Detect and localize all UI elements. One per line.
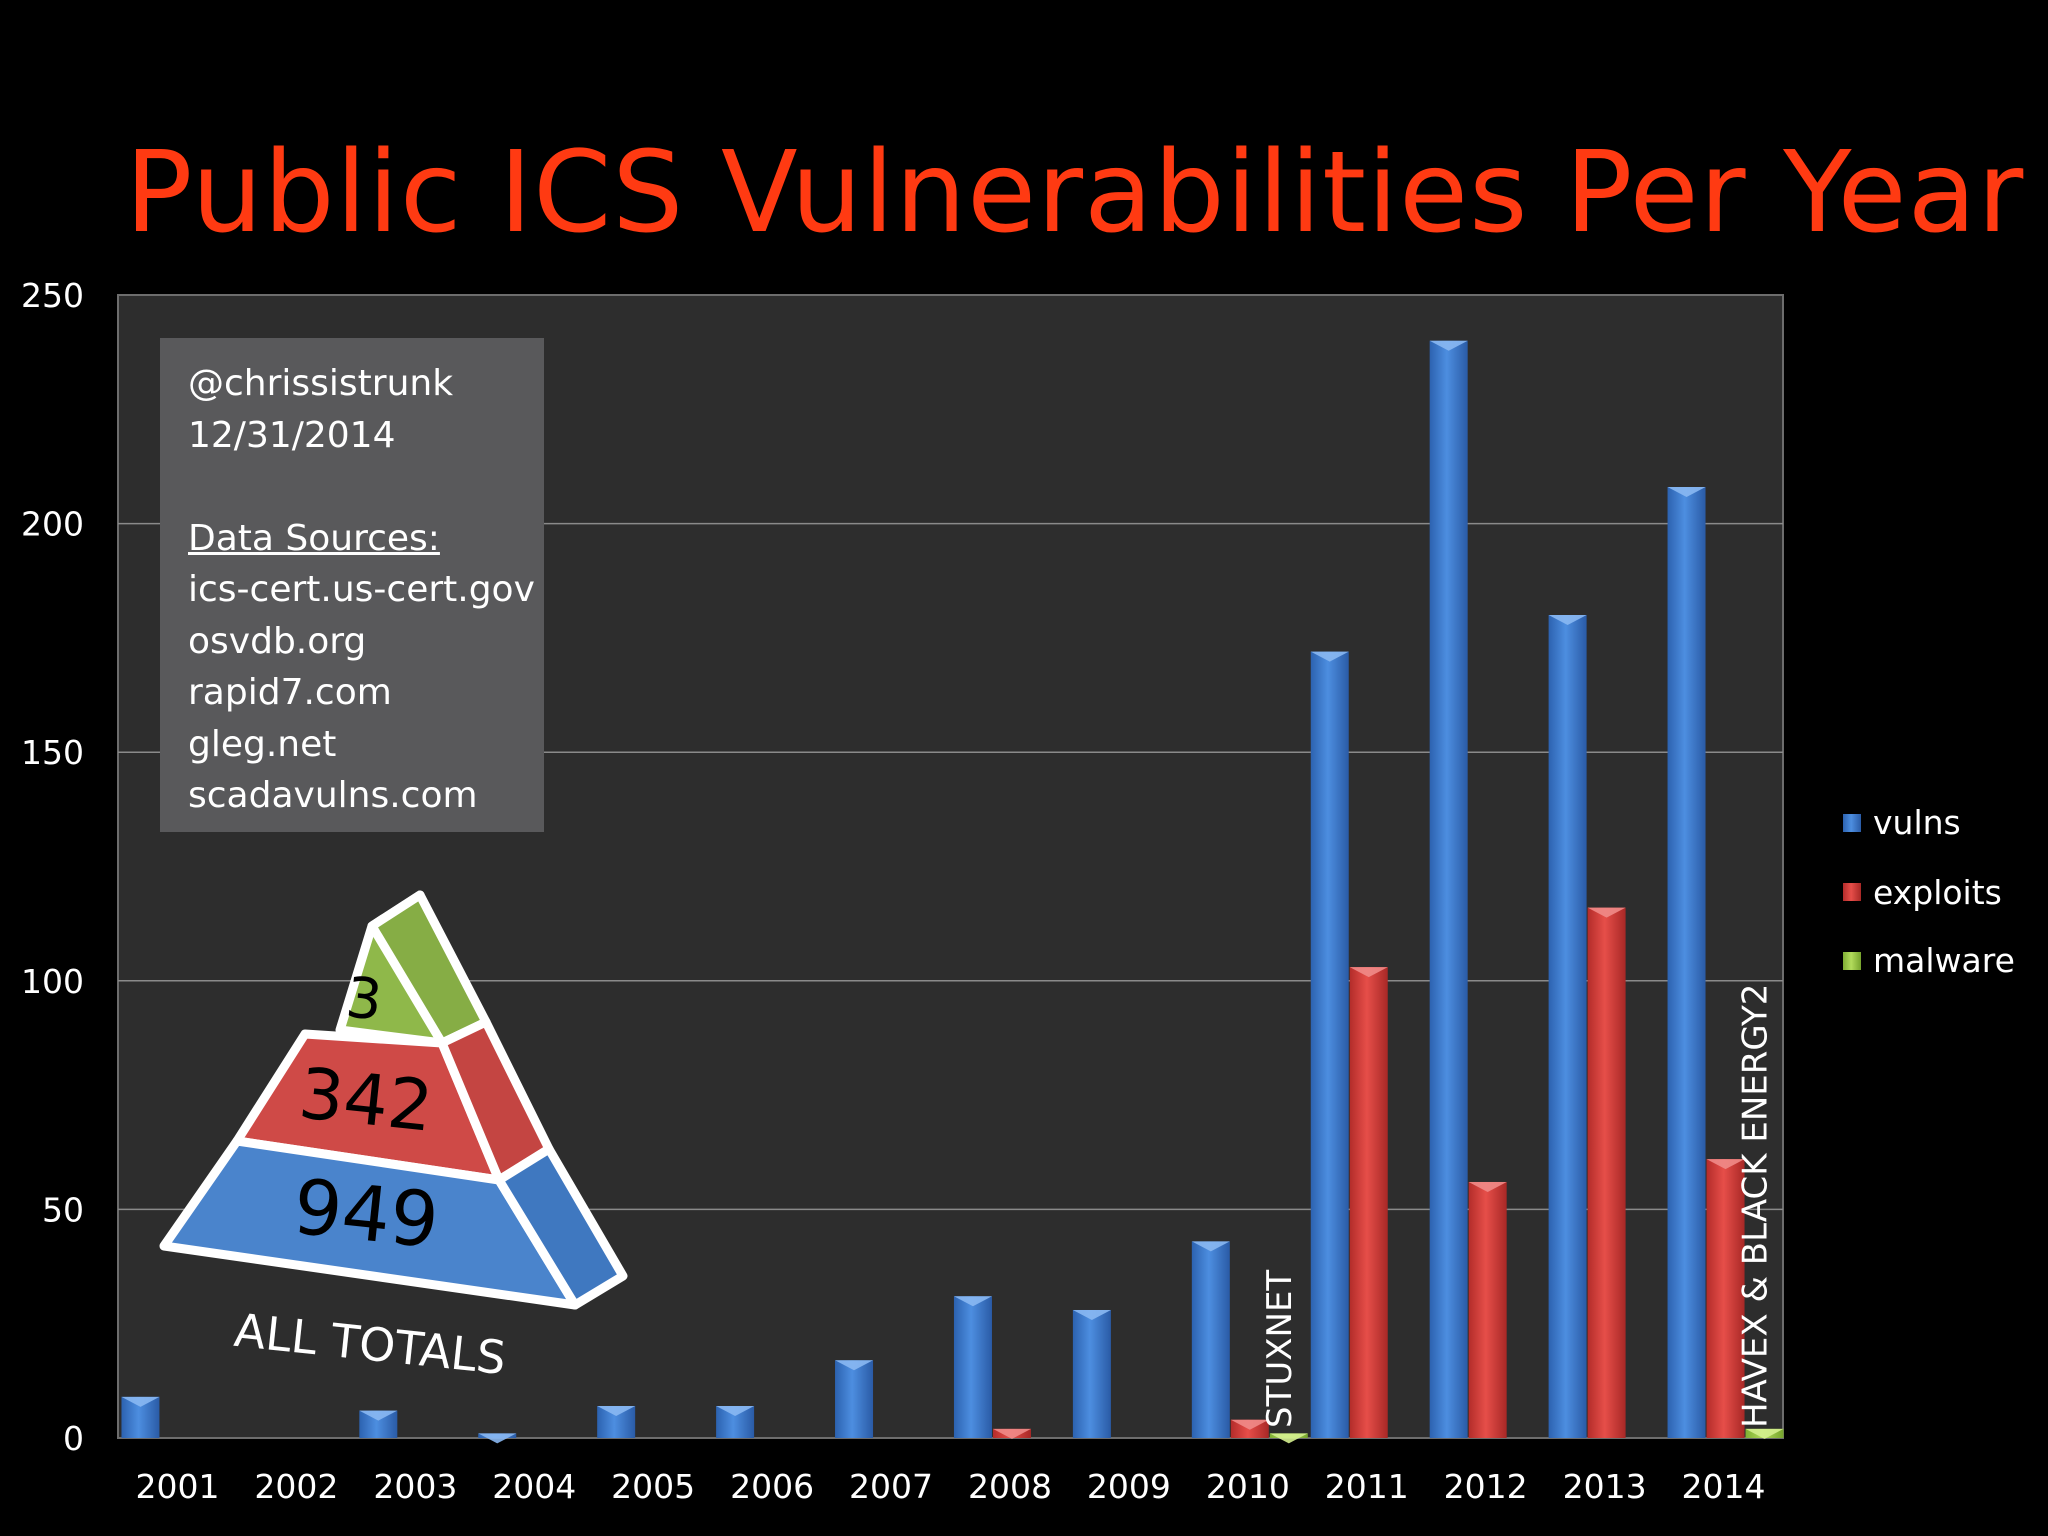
legend-swatch-malware: [1843, 952, 1861, 970]
bar-vulns: [835, 1360, 874, 1438]
bar-exploits-cap: [992, 1428, 1031, 1439]
y-tick-label: 100: [21, 962, 84, 1001]
bar-vulns: [1429, 340, 1468, 1439]
y-tick-label: 50: [42, 1190, 84, 1229]
x-tick-label: 2009: [1087, 1467, 1171, 1506]
annotation-label: STUXNET: [1260, 1270, 1300, 1428]
legend-label-vulns: vulns: [1873, 803, 1961, 842]
bar-vulns-cap: [1548, 615, 1587, 626]
source-item: gleg.net: [188, 723, 337, 765]
y-tick-label: 200: [21, 505, 84, 544]
x-tick-label: 2013: [1563, 1467, 1647, 1506]
bar-vulns-cap: [716, 1405, 755, 1416]
bar-vulns-cap: [121, 1396, 160, 1407]
bar-vulns-cap: [1310, 651, 1349, 662]
source-item: scadavulns.com: [188, 775, 478, 816]
bar-exploits-cap: [1468, 1181, 1507, 1192]
x-tick-label: 2011: [1325, 1467, 1409, 1506]
x-tick-label: 2002: [254, 1467, 338, 1506]
y-axis: 0 50 100 150 200 250: [21, 276, 84, 1458]
info-spacer: [188, 461, 544, 513]
annotations: STUXNET HAVEX & BLACK ENERGY2: [1260, 984, 1776, 1428]
bar-exploits-cap: [1230, 1419, 1269, 1430]
bar-vulns-cap: [478, 1433, 517, 1444]
bar-vulns-cap: [1667, 487, 1706, 498]
x-tick-label: 2008: [968, 1467, 1052, 1506]
info-box: @chrissistrunk 12/31/2014 Data Sources: …: [160, 338, 544, 832]
x-tick-label: 2005: [611, 1467, 695, 1506]
x-tick-label: 2014: [1682, 1467, 1766, 1506]
x-tick-label: 2007: [849, 1467, 933, 1506]
x-tick-label: 2004: [492, 1467, 576, 1506]
bar-vulns: [1548, 615, 1587, 1438]
legend: vulns exploits malware: [1843, 803, 2015, 980]
bar-vulns: [1191, 1241, 1230, 1438]
bar-exploits: [1349, 967, 1388, 1438]
bar-exploits-cap: [1706, 1159, 1745, 1170]
source-item: ics-cert.us-cert.gov: [188, 569, 535, 610]
bar-malware-cap: [1745, 1428, 1784, 1439]
legend-label-malware: malware: [1873, 941, 2015, 980]
pyramid-vulns-total: 949: [289, 1162, 443, 1266]
bar-vulns-cap: [953, 1296, 992, 1307]
annotation-label: HAVEX & BLACK ENERGY2: [1736, 984, 1776, 1428]
bar-malware-cap: [1269, 1433, 1308, 1444]
bar-vulns-cap: [597, 1405, 636, 1416]
bar-exploits: [1587, 907, 1626, 1438]
bar-exploits: [1468, 1181, 1507, 1438]
info-date: 12/31/2014: [188, 414, 396, 456]
source-item: rapid7.com: [188, 672, 392, 713]
bar-vulns-cap: [359, 1410, 398, 1421]
y-tick-label: 150: [21, 733, 84, 772]
totals-pyramid: 3 342 949 ALL TOTALS: [159, 890, 628, 1385]
x-tick-label: 2006: [730, 1467, 814, 1506]
x-axis: 2001 2002 2003 2004 2005 2006 2007 2008 2009 2010…: [135, 1467, 1765, 1506]
x-tick-label: 2010: [1206, 1467, 1290, 1506]
source-item: osvdb.org: [188, 620, 367, 662]
x-tick-label: 2012: [1444, 1467, 1528, 1506]
y-tick-label: 250: [21, 276, 84, 315]
bar-exploits-cap: [1587, 907, 1626, 918]
author-handle: @chrissistrunk: [188, 363, 454, 404]
bar-vulns-cap: [1191, 1241, 1230, 1252]
pyramid-exploits-total: 342: [295, 1052, 436, 1148]
bar-vulns-cap: [1072, 1309, 1111, 1320]
slide-title: Public ICS Vulnerabilities Per Year: [125, 128, 2025, 258]
bars: [121, 340, 1784, 1444]
x-tick-label: 2003: [373, 1467, 457, 1506]
legend-swatch-vulns: [1843, 814, 1861, 832]
bar-vulns: [1310, 651, 1349, 1438]
pyramid-vulns-side: [494, 1144, 628, 1310]
bar-vulns: [1072, 1309, 1111, 1438]
bar-exploits-cap: [1349, 967, 1388, 978]
legend-label-exploits: exploits: [1873, 873, 2002, 912]
bar-exploits: [1706, 1159, 1745, 1438]
x-tick-label: 2001: [135, 1467, 219, 1506]
bar-vulns-cap: [835, 1360, 874, 1371]
bar-vulns-cap: [1429, 340, 1468, 351]
pyramid-malware-total: 3: [343, 965, 385, 1033]
y-tick-label: 0: [63, 1419, 84, 1458]
bar-vulns: [1667, 487, 1706, 1438]
sources-heading: Data Sources:: [188, 517, 440, 559]
bar-vulns: [953, 1296, 992, 1438]
legend-swatch-exploits: [1843, 883, 1861, 901]
